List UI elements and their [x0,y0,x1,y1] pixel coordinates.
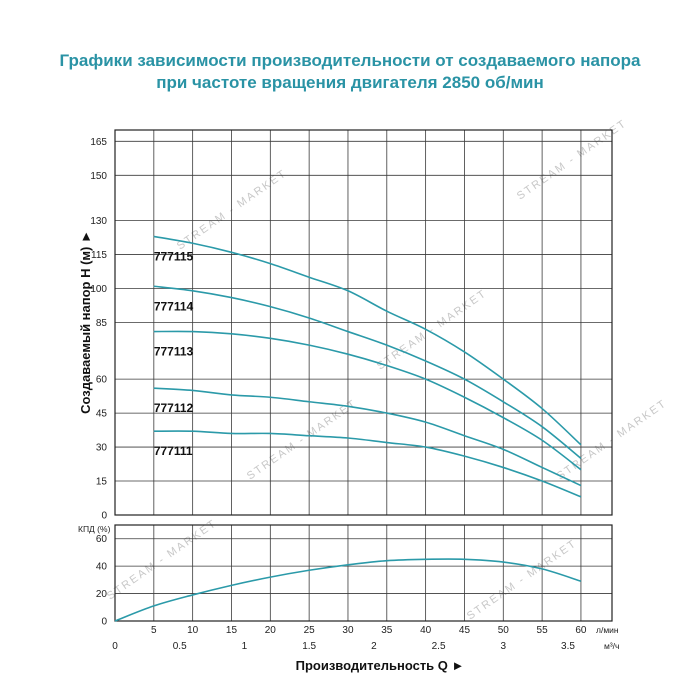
head-y-tick-label: 100 [90,284,107,295]
flow-lpm-tick-label: 25 [304,625,316,636]
head-curve-777112 [153,387,582,487]
flow-m3h-tick-labels: 0 0.5 1 1.5 2 2.5 3 3.5 [112,641,575,652]
model-label-777115: 777115 [154,249,194,263]
flow-m3h-tick-label: 1.5 [302,641,316,652]
head-y-tick-label: 115 [91,250,107,261]
flow-lpm-tick-label: 55 [537,625,549,636]
head-y-tick-label: 165 [90,137,107,148]
watermark-text: STREAM - MARKET [245,397,360,482]
head-curve-777115 [153,235,582,446]
head-y-tick-label: 45 [96,409,108,420]
flow-m3h-tick-label: 1 [242,641,248,652]
model-label-777114: 777114 [154,299,194,313]
flow-m3h-unit: м³/ч [604,641,619,651]
flow-m3h-tick-label: 2.5 [432,641,446,652]
head-y-tick-label: 0 [101,511,107,522]
head-chart-grid [115,130,612,515]
head-y-tick-label: 150 [90,171,107,182]
flow-lpm-tick-label: 15 [226,625,238,636]
head-curve-777114 [153,285,582,460]
flow-lpm-tick-label: 40 [420,625,432,636]
flow-m3h-tick-label: 0.5 [173,641,187,652]
head-y-tick-label: 130 [90,216,107,227]
flow-lpm-tick-label: 50 [498,625,510,636]
eff-y-tick-label: 0 [101,617,107,628]
flow-lpm-tick-label: 5 [151,625,157,636]
flow-lpm-tick-label: 30 [342,625,354,636]
head-curve-777111 [153,430,582,498]
head-y-axis-label: Создаваемый напор H (м) ► [78,230,93,414]
watermark-text: STREAM - MARKET [375,287,490,372]
model-label-777111: 777111 [154,444,193,458]
model-label-777113: 777113 [154,345,194,359]
head-y-tick-label: 60 [96,375,108,386]
flow-m3h-tick-label: 3.5 [561,641,575,652]
chart-title-line-2: при частоте вращения двигателя 2850 об/м… [156,73,544,92]
eff-y-tick-label: 40 [96,562,108,573]
flow-lpm-tick-label: 20 [265,625,277,636]
head-y-tick-label: 85 [96,318,108,329]
flow-x-axis-label: Производительность Q ► [296,658,465,673]
efficiency-curve [114,558,582,622]
flow-m3h-tick-label: 2 [371,641,377,652]
head-y-tick-label: 30 [96,443,108,454]
head-y-tick-label: 15 [96,477,108,488]
flow-lpm-tick-label: 10 [187,625,199,636]
flow-lpm-tick-label: 45 [459,625,471,636]
efficiency-curves [114,558,582,622]
efficiency-y-tick-labels: 0 20 40 60 [96,534,108,627]
efficiency-y-axis-label: КПД (%) [78,524,111,534]
model-labels: 777115 777114 777113 777112 777111 [154,249,194,458]
eff-y-tick-label: 60 [96,534,108,545]
head-y-tick-labels: 0 15 30 45 60 85 100 115 130 150 165 [90,137,107,522]
flow-lpm-unit: л/мин [596,625,619,635]
chart-title-line-1: Графики зависимости производительности о… [59,51,641,70]
efficiency-chart-frame [114,524,613,622]
watermark-text: STREAM - MARKET [105,517,220,602]
flow-m3h-tick-label: 0 [112,641,118,652]
head-chart-frame [114,129,613,516]
flow-lpm-tick-label: 35 [381,625,393,636]
flow-m3h-tick-label: 3 [501,641,507,652]
head-curve-777113 [153,330,582,471]
flow-lpm-tick-labels: 5 10 15 20 25 30 35 40 45 50 55 60 [151,625,587,636]
model-label-777112: 777112 [154,401,194,415]
head-curves [153,235,582,498]
watermark-text: STREAM - MARKET [465,537,580,622]
flow-lpm-tick-label: 60 [575,625,587,636]
eff-y-tick-label: 20 [96,589,108,600]
watermark-text: STREAM - MARKET [175,167,290,252]
